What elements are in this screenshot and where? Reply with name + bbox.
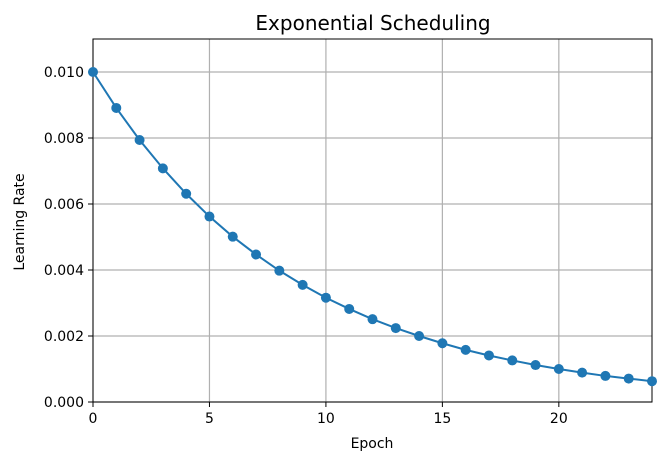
data-point xyxy=(530,360,541,371)
y-tick-label: 0.010 xyxy=(44,65,84,81)
x-axis-label: Epoch xyxy=(351,436,394,452)
data-point xyxy=(507,355,518,366)
data-point xyxy=(320,292,331,303)
data-point xyxy=(414,331,425,341)
x-tick-label: 15 xyxy=(433,411,451,427)
data-point xyxy=(251,249,262,260)
x-tick-label: 10 xyxy=(317,411,335,427)
data-point xyxy=(367,314,378,325)
data-point xyxy=(88,67,98,77)
x-tick-label: 0 xyxy=(89,411,98,427)
data-point xyxy=(274,265,285,276)
axes xyxy=(92,38,653,403)
x-tick-label: 20 xyxy=(550,411,568,427)
data-point xyxy=(600,370,611,381)
data-point xyxy=(134,134,145,145)
chart-title: Exponential Scheduling xyxy=(255,11,490,35)
data-point xyxy=(157,163,168,174)
y-tick-label: 0.008 xyxy=(44,131,84,147)
data-point xyxy=(553,364,564,374)
y-tick-label: 0.006 xyxy=(44,197,84,213)
data-point xyxy=(577,367,588,378)
data-point xyxy=(460,344,471,355)
y-tick-label: 0.004 xyxy=(44,263,84,279)
data-point xyxy=(623,373,634,384)
data-point xyxy=(204,211,215,222)
y-tick-label: 0.002 xyxy=(44,329,84,345)
data-point xyxy=(297,279,308,290)
y-axis-label: Learning Rate xyxy=(12,173,28,270)
data-point xyxy=(483,350,494,361)
data-point xyxy=(111,102,122,113)
y-tick-label: 0.000 xyxy=(44,395,84,411)
data-point xyxy=(344,303,355,314)
data-point xyxy=(390,323,401,334)
data-point xyxy=(227,231,238,242)
plot-frame xyxy=(92,38,653,403)
data-point xyxy=(647,376,657,387)
series xyxy=(88,67,657,387)
data-point xyxy=(181,188,192,199)
x-tick-label: 5 xyxy=(205,411,214,427)
ticks: 0 5 10 15 20 0.000 0.002 0.004 0.006 0.008 0.010 xyxy=(44,65,568,427)
data-point xyxy=(437,338,448,349)
